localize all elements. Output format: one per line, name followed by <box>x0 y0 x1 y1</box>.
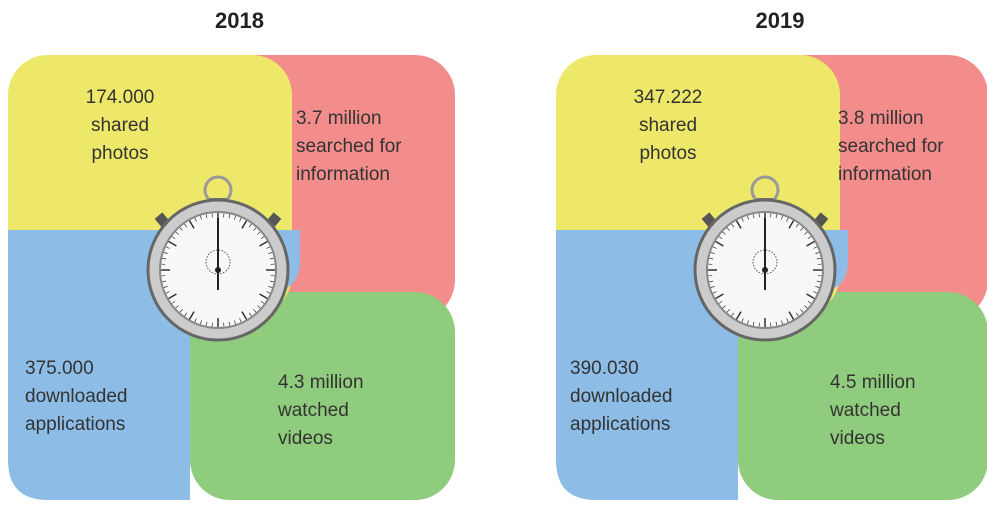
hand-pin <box>762 267 768 273</box>
quadrant-text: downloaded <box>570 386 672 407</box>
quadrant-text: applications <box>570 414 670 435</box>
quadrant-text: 3.7 million <box>296 108 382 129</box>
hand-pin <box>215 267 221 273</box>
quadrant-text: videos <box>830 428 885 449</box>
quadrant-text: videos <box>278 428 333 449</box>
quadrant-text: 174.000 <box>86 87 155 108</box>
quadrant-text: watched <box>829 400 901 421</box>
quadrant-text: photos <box>91 143 148 164</box>
year-title: 2018 <box>215 8 264 33</box>
year-title: 2019 <box>756 8 805 33</box>
quadrant-text: downloaded <box>25 386 127 407</box>
quadrant-text: 375.000 <box>25 358 94 379</box>
quadrant-text: 4.5 million <box>830 372 916 393</box>
quadrant-text: information <box>296 164 390 185</box>
quadrant-text: applications <box>25 414 125 435</box>
quadrant-text: 4.3 million <box>278 372 364 393</box>
quadrant-text: 347.222 <box>634 87 703 108</box>
infographic: 2018 174.000 shared photos 3.7 million search… <box>0 0 987 502</box>
quadrant-text: 3.8 million <box>838 108 924 129</box>
quadrant-text: photos <box>639 143 696 164</box>
quadrant-text: shared <box>91 115 149 136</box>
quadrant-text: information <box>838 164 932 185</box>
quadrant-text: 390.030 <box>570 358 639 379</box>
quadrant-text: searched for <box>838 136 944 157</box>
quadrant-text: searched for <box>296 136 402 157</box>
quadrant-text: shared <box>639 115 697 136</box>
quadrant-text: watched <box>277 400 349 421</box>
